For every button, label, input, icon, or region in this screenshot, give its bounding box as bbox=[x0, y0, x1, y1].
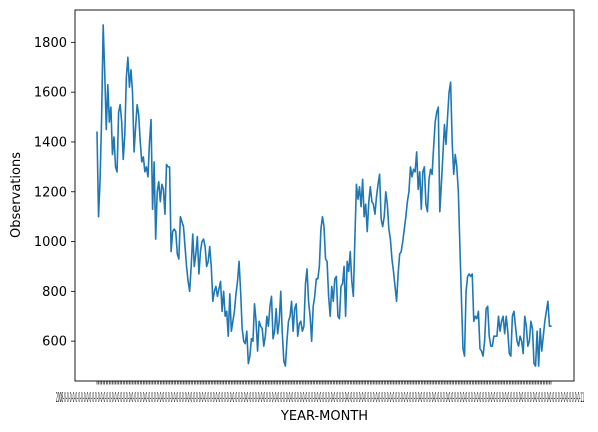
y-axis-label: Observations bbox=[9, 152, 24, 238]
x-ticks bbox=[96, 381, 552, 385]
y-tick-label: 1000 bbox=[34, 235, 67, 250]
y-tick-label: 600 bbox=[42, 335, 67, 350]
series-line bbox=[96, 24, 552, 367]
y-ticks: 600 800 1000 1200 1400 1600 1800 bbox=[34, 36, 75, 350]
x-tick-labels: 2008-0-0-0-0-0-0-0-0-0-0-0-0-0-0-0-0-0-0… bbox=[56, 391, 584, 406]
y-tick-label: 1200 bbox=[34, 185, 67, 200]
y-tick-label: 1800 bbox=[34, 36, 67, 51]
y-tick-label: 1400 bbox=[34, 135, 67, 150]
plot-frame bbox=[74, 9, 575, 382]
y-tick-label: 800 bbox=[42, 285, 67, 300]
x-axis-label: YEAR-MONTH bbox=[280, 409, 368, 424]
plot-area bbox=[75, 10, 574, 381]
y-tick-label: 1600 bbox=[34, 86, 67, 101]
